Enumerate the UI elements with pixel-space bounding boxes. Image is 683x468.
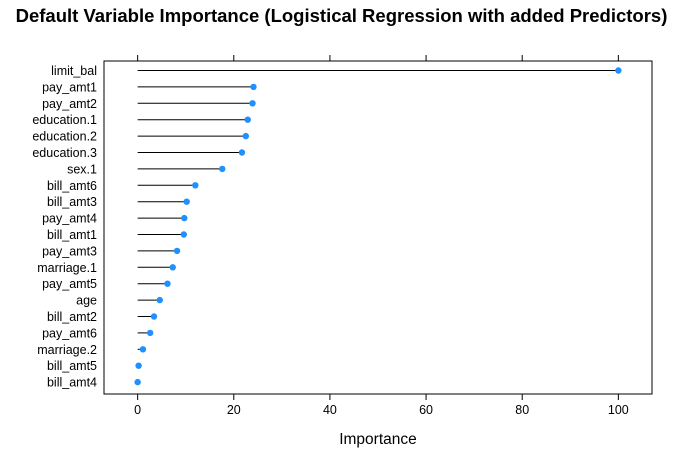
importance-point <box>183 198 190 205</box>
importance-point <box>139 346 147 353</box>
importance-point <box>134 378 141 386</box>
importance-point <box>164 280 171 287</box>
variable-label: bill_amt1 <box>47 228 97 242</box>
variable-label: sex.1 <box>67 162 97 176</box>
variable-label: pay_amt1 <box>42 80 97 94</box>
variable-label: education.3 <box>32 146 97 160</box>
variable-label: limit_bal <box>51 64 97 78</box>
variable-label: bill_amt6 <box>47 179 97 193</box>
variable-label: pay_amt3 <box>42 244 97 258</box>
variable-label: bill_amt3 <box>47 195 97 209</box>
x-tick-label: 80 <box>515 403 529 417</box>
importance-point <box>242 132 250 140</box>
importance-point <box>615 67 622 74</box>
x-tick-label: 100 <box>608 403 629 417</box>
variable-label: bill_amt5 <box>47 359 97 373</box>
variable-label: marriage.2 <box>37 343 97 357</box>
variable-label: age <box>76 294 97 308</box>
variable-label: pay_amt4 <box>42 212 97 226</box>
importance-point <box>192 182 199 189</box>
importance-point <box>219 165 226 173</box>
variable-label: pay_amt5 <box>42 277 97 291</box>
importance-point <box>173 247 181 255</box>
plot-frame <box>103 60 653 395</box>
importance-point <box>249 100 256 107</box>
chart-title: Default Variable Importance (Logistical … <box>16 5 668 26</box>
variable-label: bill_amt4 <box>47 376 97 390</box>
importance-point <box>135 362 142 369</box>
variable-label: marriage.1 <box>37 261 97 275</box>
importance-point <box>156 296 163 304</box>
x-tick-label: 60 <box>419 403 433 417</box>
importance-point <box>150 313 158 320</box>
x-axis-label: Importance <box>339 431 417 448</box>
importance-point <box>169 264 176 271</box>
importance-point <box>244 116 251 123</box>
importance-point <box>180 231 187 238</box>
variable-label: pay_amt6 <box>42 326 97 340</box>
importance-point <box>238 149 246 156</box>
importance-point <box>146 329 154 337</box>
variable-label: education.2 <box>32 130 97 144</box>
x-tick-label: 0 <box>134 403 141 417</box>
variable-label: pay_amt2 <box>42 97 97 111</box>
importance-point <box>250 83 257 91</box>
importance-point <box>181 214 188 222</box>
x-tick-label: 20 <box>227 403 241 417</box>
variable-label: bill_amt2 <box>47 310 97 324</box>
x-tick-label: 40 <box>323 403 337 417</box>
variable-label: education.1 <box>32 113 97 127</box>
